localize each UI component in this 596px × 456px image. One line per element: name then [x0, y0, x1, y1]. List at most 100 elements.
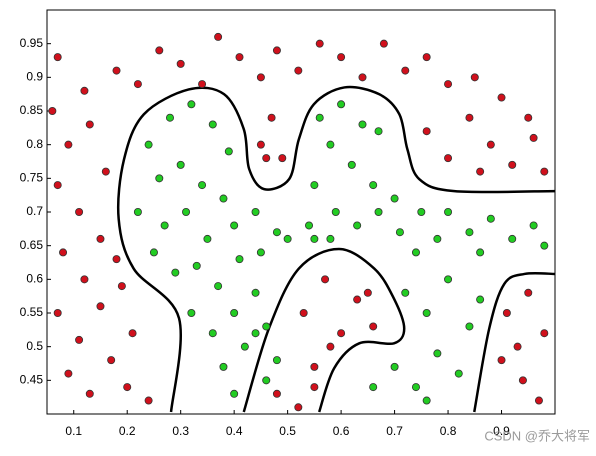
point: [363, 288, 372, 297]
watermark: CSDN @乔大将军: [484, 428, 590, 443]
point: [214, 32, 223, 41]
point: [256, 248, 265, 257]
point: [444, 275, 453, 284]
point: [508, 160, 517, 169]
point: [465, 322, 474, 331]
point: [433, 234, 442, 243]
point: [321, 275, 330, 284]
point: [476, 248, 485, 257]
point: [444, 154, 453, 163]
point: [529, 133, 538, 142]
point: [262, 154, 271, 163]
point: [395, 228, 404, 237]
x-tick-label: 0.2: [119, 424, 136, 438]
point: [198, 181, 207, 190]
point: [96, 234, 105, 243]
point: [208, 329, 217, 338]
point: [337, 100, 346, 109]
point: [272, 46, 281, 55]
point: [235, 53, 244, 62]
point: [165, 113, 174, 122]
point: [267, 113, 276, 122]
point: [476, 295, 485, 304]
point: [534, 396, 543, 405]
point: [272, 356, 281, 365]
point: [411, 248, 420, 257]
point: [524, 113, 533, 122]
point: [518, 376, 527, 385]
point: [540, 241, 549, 250]
point: [187, 100, 196, 109]
point: [230, 308, 239, 317]
point: [230, 389, 239, 398]
point: [294, 403, 303, 412]
point: [315, 113, 324, 122]
point: [374, 127, 383, 136]
point: [230, 221, 239, 230]
point: [251, 207, 260, 216]
point: [486, 214, 495, 223]
point: [144, 140, 153, 149]
point: [235, 255, 244, 264]
point: [117, 282, 126, 291]
y-tick-label: 0.55: [20, 305, 44, 319]
point: [422, 127, 431, 136]
point: [64, 140, 73, 149]
point: [353, 295, 362, 304]
point: [444, 80, 453, 89]
y-tick-label: 0.8: [26, 137, 43, 151]
point: [358, 73, 367, 82]
point: [214, 282, 223, 291]
point: [422, 53, 431, 62]
point: [358, 120, 367, 129]
point: [310, 383, 319, 392]
point: [283, 234, 292, 243]
point: [256, 140, 265, 149]
point: [112, 66, 121, 75]
point: [411, 383, 420, 392]
point: [219, 362, 228, 371]
point: [176, 59, 185, 68]
x-tick-label: 0.8: [440, 424, 457, 438]
point: [529, 221, 538, 230]
point: [486, 140, 495, 149]
point: [256, 73, 265, 82]
point: [80, 275, 89, 284]
point: [540, 329, 549, 338]
point: [128, 329, 137, 338]
point: [85, 120, 94, 129]
point: [107, 356, 116, 365]
point: [310, 181, 319, 190]
point: [208, 120, 217, 129]
point: [497, 93, 506, 102]
point: [331, 207, 340, 216]
point: [144, 396, 153, 405]
point: [149, 248, 158, 257]
point: [502, 308, 511, 317]
point: [326, 342, 335, 351]
point: [59, 248, 68, 257]
point: [476, 167, 485, 176]
point: [53, 308, 62, 317]
x-tick-label: 0.5: [279, 424, 296, 438]
point: [64, 369, 73, 378]
point: [454, 369, 463, 378]
y-tick-label: 0.7: [26, 204, 43, 218]
point: [513, 342, 522, 351]
point: [251, 288, 260, 297]
point: [310, 234, 319, 243]
point: [96, 302, 105, 311]
point: [497, 356, 506, 365]
y-tick-label: 0.9: [26, 70, 43, 84]
x-tick-label: 0.4: [226, 424, 243, 438]
point: [369, 383, 378, 392]
point: [379, 39, 388, 48]
point: [433, 349, 442, 358]
point: [422, 308, 431, 317]
y-tick-label: 0.75: [20, 171, 44, 185]
point: [508, 234, 517, 243]
x-tick-label: 0.6: [333, 424, 350, 438]
point: [80, 86, 89, 95]
